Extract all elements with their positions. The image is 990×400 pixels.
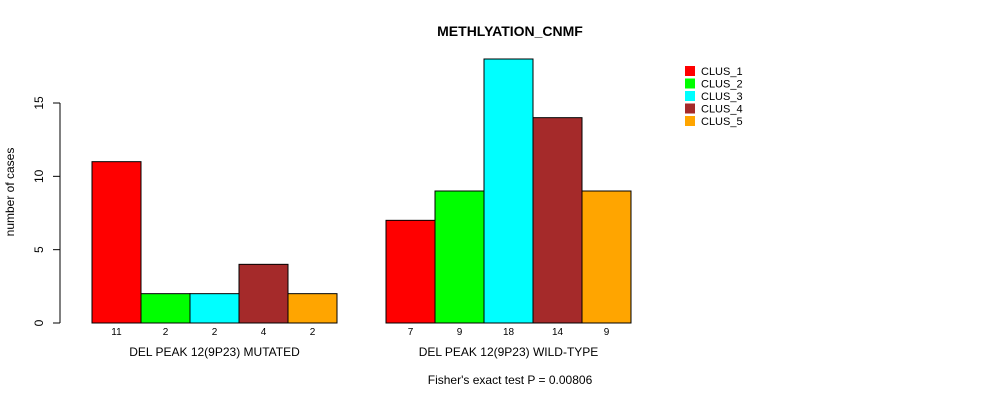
- bar-clus_1-group-2: [385, 219, 436, 324]
- count-label-clus_3-group-1: 2: [212, 327, 218, 338]
- legend-label-clus_5: CLUS_5: [701, 116, 743, 128]
- legend-label-clus_2: CLUS_2: [701, 79, 743, 91]
- count-label-clus_2-group-2: 9: [457, 327, 463, 338]
- group-label-1: DEL PEAK 12(9P23) MUTATED: [129, 345, 300, 359]
- legend-swatch-clus_4: [685, 103, 695, 114]
- count-label-clus_4-group-1: 4: [261, 327, 267, 338]
- bar-clus_2-group-1: [140, 293, 191, 324]
- y-axis-label: number of cases: [3, 148, 17, 237]
- legend-label-clus_1: CLUS_1: [701, 66, 743, 78]
- y-tick-label-15: 15: [32, 96, 46, 110]
- legend-swatch-clus_1: [685, 66, 695, 76]
- bar-clus_5-group-2: [581, 190, 632, 324]
- y-tick-label-10: 10: [32, 169, 46, 183]
- bar-clus_4-group-1: [238, 263, 289, 324]
- count-label-clus_3-group-2: 18: [503, 327, 515, 338]
- fisher-test-footnote: Fisher's exact test P = 0.00806: [428, 373, 593, 387]
- group-labels: DEL PEAK 12(9P23) MUTATED DEL PEAK 12(9P2…: [129, 345, 598, 359]
- count-labels: 11 2 2 4 2 7 9 18 14 9: [111, 327, 609, 338]
- legend-swatch-clus_2: [685, 78, 695, 89]
- group-label-2: DEL PEAK 12(9P23) WILD-TYPE: [419, 345, 599, 359]
- legend-label-clus_4: CLUS_4: [701, 104, 743, 116]
- bar-clus_4-group-2: [532, 117, 583, 324]
- count-label-clus_1-group-1: 11: [111, 327, 122, 338]
- legend-swatch-clus_5: [685, 116, 695, 126]
- legend-swatch-clus_3: [685, 91, 695, 101]
- bar-clus_1-group-1: [91, 161, 142, 324]
- y-axis: 0 5 10 15: [32, 96, 61, 326]
- count-label-clus_2-group-1: 2: [163, 327, 169, 338]
- chart-title: METHLYATION_CNMF: [437, 23, 583, 39]
- bar-clus_3-group-1: [189, 293, 240, 324]
- bar-clus_3-group-2: [483, 58, 534, 324]
- bars: [91, 58, 632, 324]
- count-label-clus_1-group-2: 7: [408, 327, 414, 338]
- legend-label-clus_3: CLUS_3: [701, 91, 743, 103]
- count-label-clus_5-group-1: 2: [310, 327, 316, 338]
- count-label-clus_4-group-2: 14: [552, 327, 564, 338]
- bar-clus_2-group-2: [434, 190, 485, 324]
- count-label-clus_5-group-2: 9: [604, 327, 610, 338]
- y-tick-label-0: 0: [32, 319, 46, 326]
- bar-clus_5-group-1: [287, 293, 338, 324]
- y-tick-label-5: 5: [32, 246, 46, 253]
